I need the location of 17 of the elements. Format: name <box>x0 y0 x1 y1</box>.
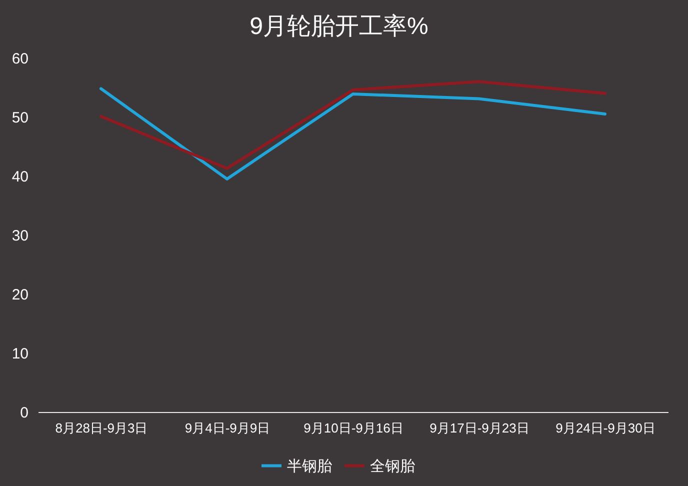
y-tick-label: 0 <box>20 404 28 422</box>
x-tick-label: 9月24日-9月30日 <box>556 420 656 436</box>
y-tick-label: 30 <box>12 228 28 244</box>
y-tick-label: 10 <box>12 346 28 362</box>
x-tick-label: 9月10日-9月16日 <box>304 420 404 436</box>
y-tick-label: 60 <box>12 50 28 68</box>
x-tick-label: 9月17日-9月23日 <box>430 420 530 436</box>
line-series <box>100 87 606 180</box>
x-tick-label: 9月4日-9月9日 <box>184 420 270 436</box>
line-series <box>100 80 606 170</box>
chart-title: 9月轮胎开工率% <box>250 13 428 40</box>
y-tick-label: 50 <box>12 110 28 126</box>
x-tick-label: 8月28日-9月3日 <box>55 420 148 436</box>
y-tick-label: 40 <box>12 168 28 186</box>
legend-label: 全钢胎 <box>370 458 415 475</box>
legend-label: 半钢胎 <box>287 458 332 475</box>
y-tick-label: 20 <box>12 286 28 304</box>
